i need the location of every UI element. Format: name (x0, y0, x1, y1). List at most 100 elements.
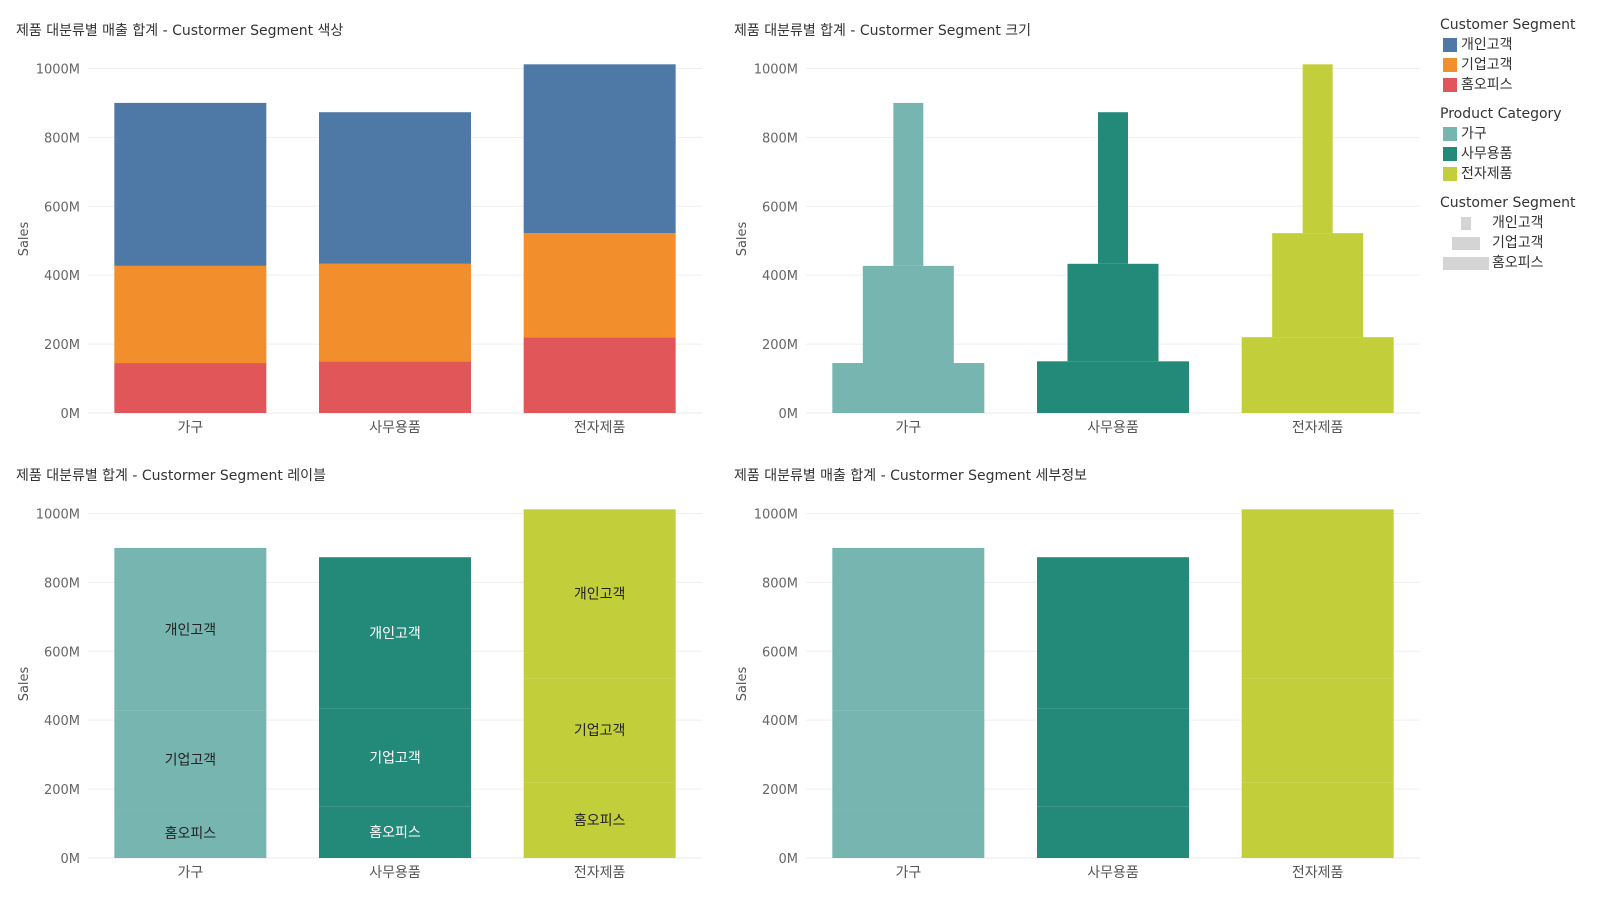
bar-segment (114, 710, 267, 809)
bar-segment (893, 102, 924, 266)
bar-segment (523, 64, 676, 234)
segment-label: 개인고객 (369, 626, 421, 642)
legend-swatch (1443, 58, 1457, 72)
bar-segment (1098, 112, 1128, 264)
y-tick-label: 1000M (36, 62, 80, 77)
chart-title-segment-label: 제품 대분류별 합계 - Custormer Segment 레이블 (16, 468, 326, 484)
segment-label: 기업고객 (369, 751, 421, 767)
y-tick-label: 800M (762, 576, 798, 591)
bar-segment (1067, 263, 1159, 362)
legend-label: 개인고객 (1461, 37, 1513, 53)
y-tick-label: 600M (44, 200, 80, 215)
segment-label: 홈오피스 (574, 813, 626, 829)
bar-segment (1037, 557, 1189, 709)
x-tick-label: 가구 (895, 420, 921, 436)
legend-label: 기업고객 (1492, 235, 1544, 251)
bar-segment (1241, 337, 1394, 413)
y-tick-label: 400M (762, 714, 798, 729)
bar-segment (114, 102, 267, 266)
y-tick-label: 800M (762, 131, 798, 146)
bar-segment (832, 363, 985, 413)
bar-segment (862, 265, 954, 364)
bar-segment (523, 233, 676, 338)
legend-item-furniture[interactable]: 가구 (1440, 124, 1600, 144)
chart-segment-size: 0M 200M 400M 600M 800M 1000M Sales 가구 사무용품 전자제품 (735, 62, 1420, 436)
y-axis-label: Sales (735, 221, 750, 256)
chart-title-segment-detail: 제품 대분류별 매출 합계 - Custormer Segment 세부정보 (734, 468, 1088, 484)
legend-segment-size: Customer Segment 개인고객 기업고객 홈오피스 (1440, 194, 1600, 273)
y-tick-label: 400M (762, 269, 798, 284)
segment-label: 홈오피스 (369, 825, 421, 841)
bar-segment (523, 678, 676, 783)
legend-swatch (1443, 127, 1457, 141)
y-axis-label: Sales (17, 666, 32, 701)
x-tick-label: 사무용품 (1087, 420, 1139, 436)
legend-item-electronics[interactable]: 전자제품 (1440, 164, 1600, 184)
x-tick-label: 전자제품 (1292, 420, 1344, 436)
y-tick-label: 0M (61, 852, 81, 867)
segment-label: 기업고객 (165, 752, 217, 768)
bar-segment (1272, 233, 1364, 338)
legend-size-item-personal[interactable]: 개인고객 (1440, 213, 1600, 233)
legend-swatch (1443, 78, 1457, 92)
bar-segment (114, 808, 267, 858)
legend-label: 사무용품 (1461, 146, 1513, 162)
x-tick-label: 전자제품 (574, 865, 626, 881)
bar-segment (319, 708, 471, 807)
legend-size-swatch (1443, 257, 1489, 270)
x-tick-label: 사무용품 (369, 865, 421, 881)
y-tick-label: 200M (44, 338, 80, 353)
chart-segment-color: 0M 200M 400M 600M 800M 1000M Sales 가구 사무용품 전자제품 (17, 62, 702, 436)
y-axis-label: Sales (735, 666, 750, 701)
chart-title-segment-size: 제품 대분류별 합계 - Custormer Segment 크기 (734, 23, 1032, 39)
legend-size-swatch (1452, 237, 1480, 250)
legend-label: 홈오피스 (1461, 77, 1513, 93)
legend-title: Customer Segment (1440, 195, 1576, 211)
x-tick-label: 전자제품 (574, 420, 626, 436)
legend-label: 홈오피스 (1492, 255, 1544, 271)
legend-item-personal[interactable]: 개인고객 (1440, 35, 1600, 55)
legend-swatch (1443, 38, 1457, 52)
y-tick-label: 1000M (754, 507, 798, 522)
segment-label: 기업고객 (574, 723, 626, 739)
bar-segment (319, 806, 471, 858)
segment-label: 홈오피스 (165, 826, 217, 842)
legend-item-office-supplies[interactable]: 사무용품 (1440, 144, 1600, 164)
bar-segment (114, 363, 267, 413)
legend-size-item-corporate[interactable]: 기업고객 (1440, 233, 1600, 253)
legend-size-item-home-office[interactable]: 홈오피스 (1440, 253, 1600, 273)
legend-item-corporate[interactable]: 기업고객 (1440, 55, 1600, 75)
y-tick-label: 800M (44, 576, 80, 591)
y-tick-label: 0M (779, 407, 799, 422)
y-tick-label: 600M (762, 645, 798, 660)
x-tick-label: 가구 (177, 420, 203, 436)
legend-label: 기업고객 (1461, 57, 1513, 73)
bar-segment (114, 265, 267, 364)
legend-item-home-office[interactable]: 홈오피스 (1440, 75, 1600, 95)
bar-segment (1037, 361, 1189, 413)
bar-segment (319, 361, 471, 413)
chart-segment-detail: 0M 200M 400M 600M 800M 1000M Sales 가구 사무용품 전자제품 (735, 507, 1420, 881)
y-tick-label: 600M (762, 200, 798, 215)
y-tick-label: 800M (44, 131, 80, 146)
segment-label: 개인고객 (165, 622, 217, 638)
y-tick-label: 400M (44, 269, 80, 284)
y-tick-label: 200M (762, 338, 798, 353)
bar-segment (832, 547, 985, 711)
legend-swatch (1443, 167, 1457, 181)
bar-segment (832, 710, 985, 809)
x-tick-label: 가구 (177, 865, 203, 881)
x-tick-label: 전자제품 (1292, 865, 1344, 881)
legend-panel: Customer Segment 개인고객 기업고객 홈오피스 Product … (1440, 16, 1600, 283)
x-tick-label: 가구 (895, 865, 921, 881)
bar-segment (832, 808, 985, 858)
bar-segment (523, 782, 676, 858)
legend-size-swatch (1461, 217, 1471, 230)
bar-segment (1241, 678, 1394, 783)
segment-label: 개인고객 (574, 587, 626, 603)
bar-segment (1037, 708, 1189, 807)
y-axis-label: Sales (17, 221, 32, 256)
y-tick-label: 200M (762, 783, 798, 798)
chart-segment-label: 0M 200M 400M 600M 800M 1000M Sales 홈오피스 기업고객 개인고객… (17, 507, 702, 881)
bar-segment (319, 112, 471, 264)
